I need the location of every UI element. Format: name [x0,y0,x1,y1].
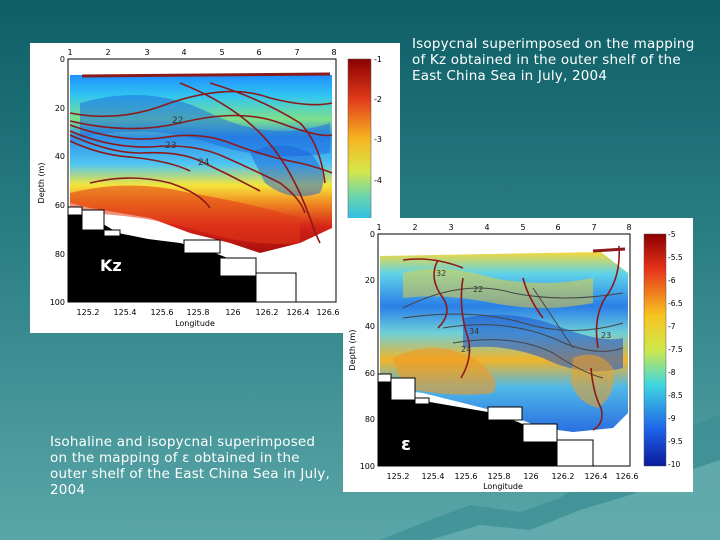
caption-bottom: Isohaline and isopycnal superimposed on … [50,434,330,498]
kz-station-tick: 3 [144,48,149,57]
kz-colorbar-tick: -4 [374,176,382,185]
kz-contour-label-24: 24 [198,158,210,168]
epsilon-longitude-tick: 126.4 [585,472,608,481]
kz-surface-line [81,72,331,78]
epsilon-isopycnals [402,245,621,431]
epsilon-station-tick: 6 [555,223,560,232]
kz-station-tick: 2 [105,48,110,57]
kz-depth-tick: 100 [50,298,65,307]
epsilon-colorbar-tick: -8 [668,368,676,377]
epsilon-depth-tick: 20 [365,276,375,285]
epsilon-contour-label-22: 22 [473,285,483,294]
kz-station-ticks: 1 2 3 4 5 6 7 8 [67,48,336,57]
epsilon-longitude-tick: 126 [523,472,538,481]
epsilon-colorbar-tick: -8.5 [668,391,683,400]
kz-station-tick: 7 [294,48,299,57]
epsilon-xlabel: Longitude [483,482,523,491]
epsilon-colorbar-tick: -10 [668,460,680,469]
epsilon-colorbar-tick: -9 [668,414,676,423]
kz-contour-label-23: 23 [165,141,176,151]
epsilon-longitude-tick: 125.2 [387,472,410,481]
kz-colorbar-tick: -2 [374,95,382,104]
epsilon-station-tick: 1 [376,223,381,232]
kz-longitude-tick: 126.6 [317,308,340,317]
kz-longitude-tick: 126 [225,308,240,317]
epsilon-station-tick: 4 [484,223,489,232]
kz-colorbar-ticks: -1 -2 -3 -4 [374,55,382,185]
epsilon-contour-label-24: 24 [461,345,471,354]
kz-depth-tick: 20 [55,104,65,113]
epsilon-ylabel: Depth (m) [348,330,357,371]
caption-top: Isopycnal superimposed on the mapping of… [412,36,695,84]
epsilon-seafloor [378,380,595,466]
epsilon-station-ticks: 1 2 3 4 5 6 7 8 [376,223,631,232]
kz-station-tick: 5 [219,48,224,57]
kz-depth-ticks: 0 20 40 60 80 100 [50,55,65,307]
kz-station-tick: 8 [331,48,336,57]
epsilon-contour-label-34: 34 [469,327,479,336]
epsilon-colorbar-tick: -5 [668,230,676,239]
epsilon-contour-label-23: 23 [601,331,611,340]
kz-depth-tick: 80 [55,250,65,259]
epsilon-longitude-tick: 126.6 [616,472,639,481]
epsilon-depth-tick: 40 [365,322,375,331]
kz-ylabel: Depth (m) [37,163,46,204]
epsilon-longitude-tick: 126.2 [552,472,575,481]
kz-colorbar [347,58,372,220]
epsilon-depth-tick: 0 [370,230,375,239]
epsilon-depth-tick: 60 [365,369,375,378]
kz-longitude-tick: 125.6 [151,308,174,317]
kz-colorbar-tick: -3 [374,135,382,144]
epsilon-colorbar-tick: -6.5 [668,299,683,308]
kz-xlabel: Longitude [175,319,215,328]
epsilon-longitude-tick: 125.4 [422,472,445,481]
kz-isopycnals [69,82,333,244]
epsilon-colorbar-tick: -9.5 [668,437,683,446]
epsilon-longitude-ticks: 125.2 125.4 125.6 125.8 126 126.2 126.4 … [387,472,639,481]
epsilon-depth-ticks: 0 20 40 60 80 100 [360,230,375,471]
kz-panel-label: Kz [100,256,122,275]
epsilon-station-tick: 8 [626,223,631,232]
epsilon-colorbar-tick: -7.5 [668,345,683,354]
epsilon-depth-tick: 100 [360,462,375,471]
epsilon-longitude-tick: 125.8 [488,472,511,481]
kz-colorbar-tick: -1 [374,55,382,64]
kz-depth-tick: 60 [55,201,65,210]
kz-longitude-ticks: 125.2 125.4 125.6 125.8 126 126.2 126.4 … [77,308,340,317]
epsilon-station-tick: 7 [591,223,596,232]
epsilon-depth-tick: 80 [365,415,375,424]
kz-figure: 22 23 24 1 2 3 4 5 6 7 8 0 20 40 [30,43,400,333]
epsilon-figure: 32 22 34 23 24 1 2 3 4 5 6 7 8 0 [343,218,693,492]
epsilon-colorbar-ticks: -5 -5.5 -6 -6.5 -7 -7.5 -8 -8.5 -9 -9.5 … [668,230,683,469]
kz-station-tick: 6 [256,48,261,57]
epsilon-colorbar-tick: -5.5 [668,253,683,262]
epsilon-colorbar [643,233,667,467]
kz-longitude-tick: 125.4 [114,308,137,317]
epsilon-isohalines [402,287,624,379]
kz-contour-label-22: 22 [172,116,183,126]
kz-longitude-tick: 126.4 [287,308,310,317]
epsilon-panel-label: ε [401,434,411,455]
kz-longitude-tick: 125.2 [77,308,100,317]
kz-depth-tick: 0 [60,55,65,64]
kz-station-tick: 1 [67,48,72,57]
epsilon-station-tick: 3 [448,223,453,232]
kz-depth-tick: 40 [55,152,65,161]
epsilon-longitude-tick: 125.6 [455,472,478,481]
kz-station-tick: 4 [181,48,186,57]
epsilon-colorbar-tick: -7 [668,322,676,331]
epsilon-colorbar-tick: -6 [668,276,676,285]
kz-longitude-tick: 125.8 [187,308,210,317]
epsilon-contour-label-32: 32 [436,269,446,278]
epsilon-station-tick: 2 [412,223,417,232]
kz-seafloor [68,213,290,302]
kz-longitude-tick: 126.2 [256,308,279,317]
epsilon-station-tick: 5 [520,223,525,232]
